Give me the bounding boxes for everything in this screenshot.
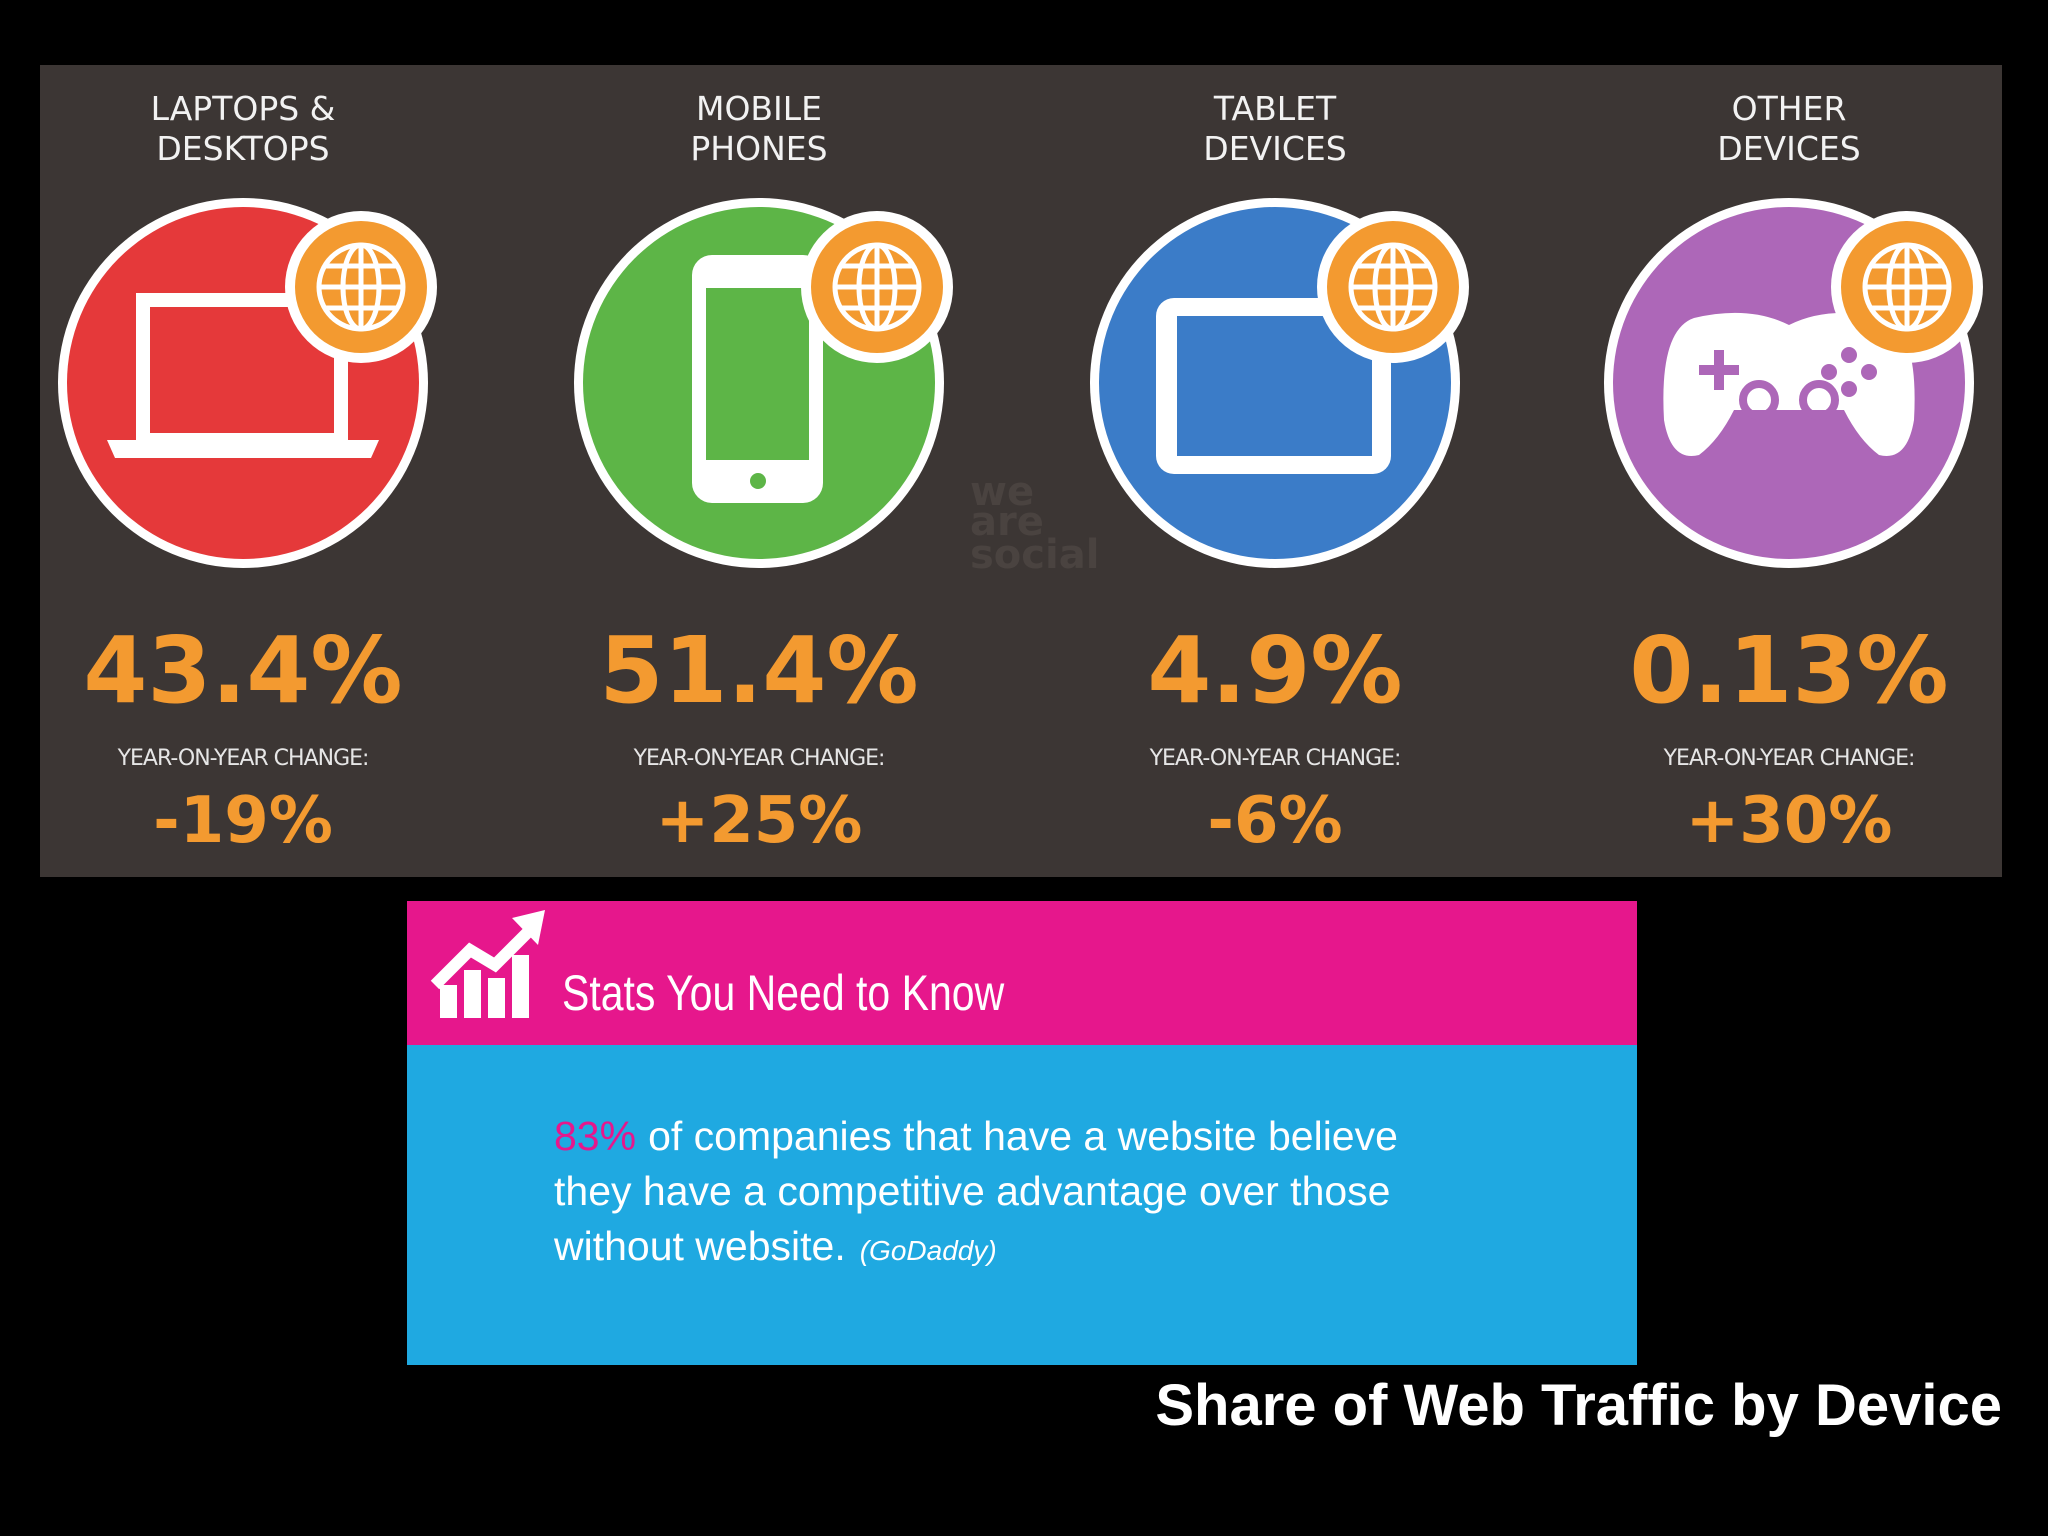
footer-title: Share of Web Traffic by Device: [1155, 1373, 2002, 1438]
device-column: OTHER DEVICES 0.13% YEAR-ON-YEAR CHANGE:…: [1604, 89, 1983, 858]
change-label: YEAR-ON-YEAR CHANGE:: [117, 746, 369, 771]
stat-highlight: 83%: [554, 1113, 636, 1159]
device-label: DESKTOPS: [156, 129, 329, 168]
stat-line: without website. (GoDaddy): [553, 1223, 997, 1269]
share: 43.4%: [83, 617, 402, 724]
share: 51.4%: [599, 617, 918, 724]
device-column: LAPTOPS & DESKTOPS 43.4% YEAR-ON-YEAR CH…: [58, 89, 437, 858]
stat-source: (GoDaddy): [860, 1235, 997, 1266]
device-label: TABLET: [1213, 89, 1337, 128]
stat-line: they have a competitive advantage over t…: [554, 1168, 1390, 1214]
watermark-text: are: [970, 499, 1044, 545]
share: 4.9%: [1147, 617, 1402, 724]
device-column: TABLET DEVICES 4.9% YEAR-ON-YEAR CHANGE:…: [1090, 89, 1469, 858]
chart-icon: [430, 910, 545, 1018]
watermark: we are social: [970, 469, 1099, 578]
device-column: MOBILE PHONES 51.4% YEAR-ON-YEAR CHANGE:…: [574, 89, 953, 858]
change: -6%: [1207, 784, 1342, 858]
stat-line: 83% of companies that have a website beli…: [554, 1113, 1398, 1159]
change: +25%: [656, 784, 863, 858]
watermark-text: we: [970, 469, 1034, 515]
change-label: YEAR-ON-YEAR CHANGE:: [1149, 746, 1401, 771]
change: -19%: [153, 784, 333, 858]
stat-text: without website.: [553, 1223, 846, 1269]
change-label: YEAR-ON-YEAR CHANGE:: [1663, 746, 1915, 771]
stat-title: Stats You Need to Know: [562, 965, 1005, 1021]
device-label: LAPTOPS &: [151, 89, 336, 128]
watermark-text: social: [970, 532, 1099, 578]
device-label: MOBILE: [696, 89, 822, 128]
stat-header: [407, 901, 1637, 1045]
device-label: PHONES: [690, 129, 827, 168]
device-label: DEVICES: [1203, 129, 1346, 168]
change: +30%: [1686, 784, 1893, 858]
stat-text: of companies that have a website believe: [648, 1113, 1398, 1159]
device-label: DEVICES: [1717, 129, 1860, 168]
share: 0.13%: [1629, 617, 1948, 724]
stat-body: [407, 1045, 1637, 1365]
device-label: OTHER: [1732, 89, 1847, 128]
change-label: YEAR-ON-YEAR CHANGE:: [633, 746, 885, 771]
